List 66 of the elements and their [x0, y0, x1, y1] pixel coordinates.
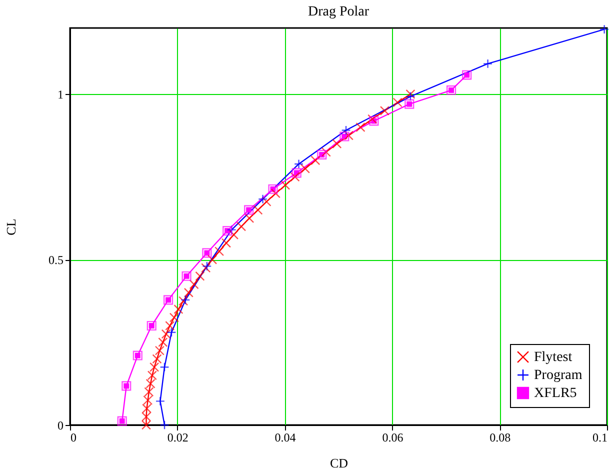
point [174, 304, 184, 314]
point [310, 156, 320, 166]
point [169, 312, 179, 322]
point [147, 370, 157, 380]
x-axis-title: CD [330, 456, 348, 470]
point [141, 420, 152, 430]
point [152, 354, 162, 364]
point [406, 89, 416, 99]
x-tick-label: 0.02 [167, 430, 188, 444]
point [321, 147, 331, 157]
x-tick-label: 0.1 [592, 430, 608, 444]
point [154, 346, 164, 356]
point [142, 404, 152, 414]
y-axis-title: CL [4, 218, 18, 236]
chart-title: Drag Polar [308, 4, 370, 20]
y-tick-label: 0.5 [48, 253, 64, 268]
point [332, 139, 342, 149]
point [229, 230, 239, 240]
point [158, 338, 168, 348]
point [600, 24, 610, 34]
point [161, 329, 171, 339]
point [208, 254, 218, 264]
point [392, 98, 402, 108]
point [446, 85, 456, 95]
point [290, 172, 300, 182]
y-tick-label: 0 [58, 418, 64, 432]
point [258, 194, 268, 204]
point [380, 106, 390, 116]
point [244, 213, 254, 224]
point [356, 122, 366, 132]
point [214, 246, 224, 256]
point [236, 222, 246, 232]
legend-label: XFLR5 [534, 386, 577, 401]
legend-label: Flytest [534, 350, 572, 365]
point [166, 328, 176, 338]
point [143, 395, 153, 405]
point [146, 320, 156, 331]
point [160, 420, 170, 430]
x-tick-label: 0.08 [490, 430, 511, 444]
point [195, 271, 205, 281]
point [406, 92, 416, 102]
point [280, 180, 290, 190]
point [146, 378, 156, 388]
point [341, 125, 351, 136]
point [483, 58, 493, 69]
point [253, 205, 263, 215]
point [155, 396, 165, 406]
x-tick-label: 0.06 [382, 430, 404, 444]
y-tick-label: 1 [58, 88, 64, 102]
point [184, 288, 194, 298]
point [189, 280, 199, 290]
point [141, 412, 152, 422]
point [300, 164, 310, 174]
point [160, 362, 170, 372]
point [294, 159, 304, 169]
point [221, 238, 232, 248]
x-tick-label: 0 [70, 430, 76, 444]
point [144, 387, 154, 397]
x-tick-label: 0.04 [274, 430, 296, 444]
point [262, 196, 272, 206]
point [270, 188, 280, 198]
legend-label: Program [534, 368, 582, 383]
point [344, 130, 354, 140]
point [163, 295, 174, 305]
point [150, 362, 160, 372]
point [165, 320, 175, 331]
